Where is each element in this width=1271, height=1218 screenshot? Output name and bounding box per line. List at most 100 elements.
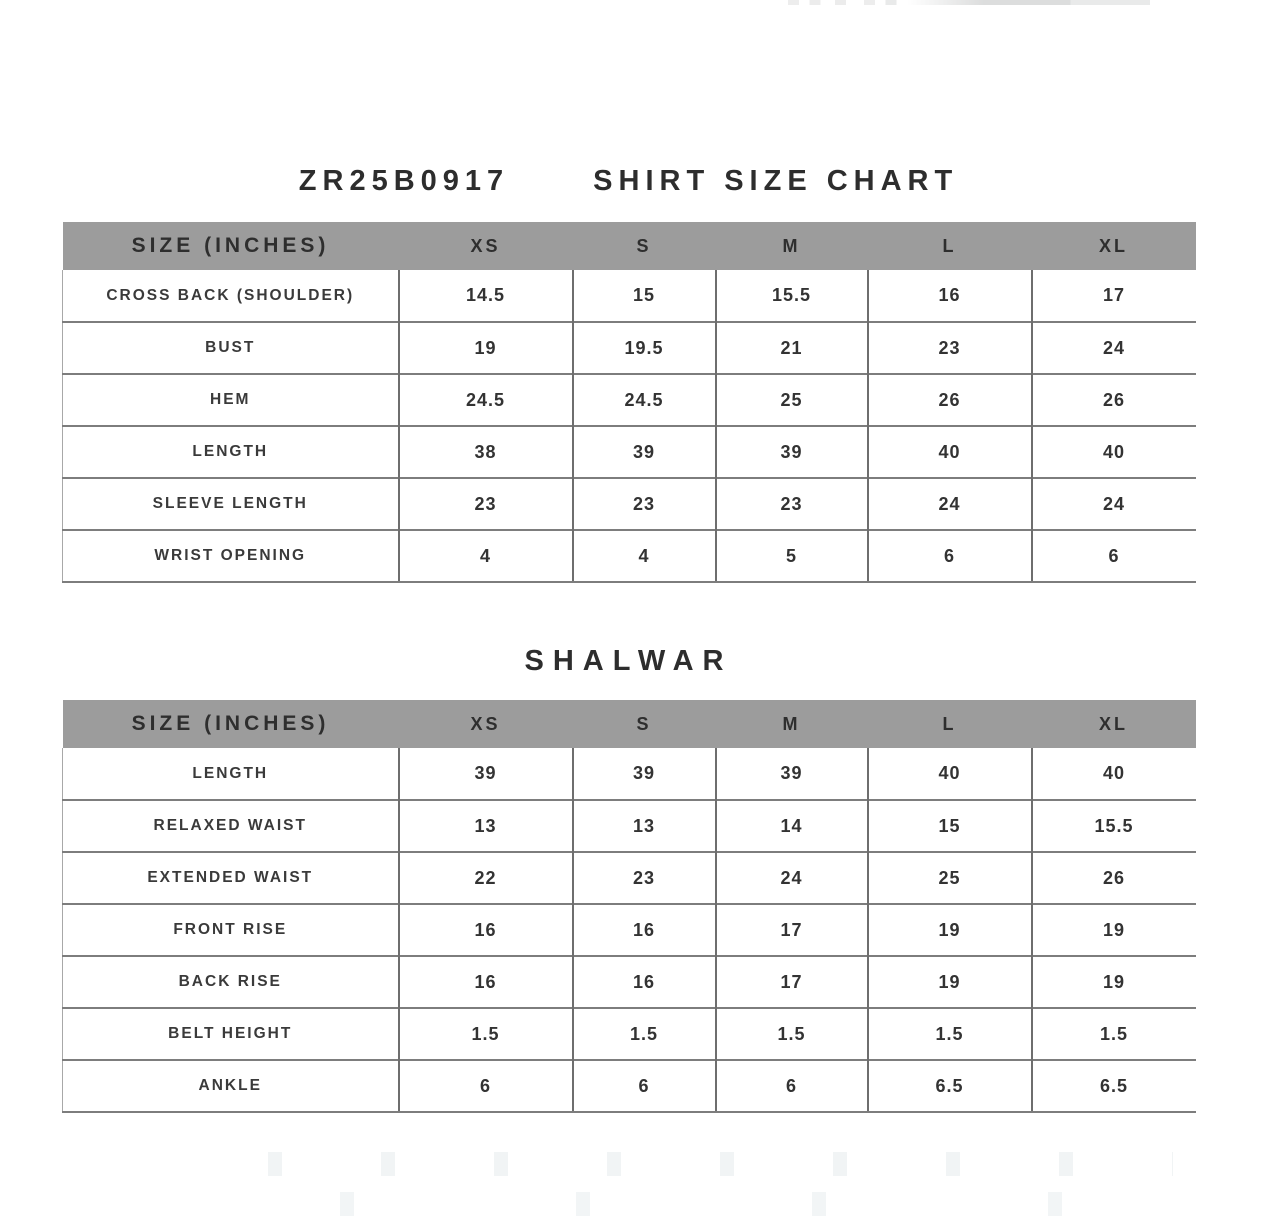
value-cell: 23	[571, 851, 716, 904]
column-header-xl: XL	[1031, 700, 1196, 748]
row-label-cell: WRIST OPENING	[62, 529, 399, 583]
value-cell: 15	[866, 799, 1032, 852]
table-row: SLEEVE LENGTH 23 23 23 24 24	[62, 477, 1196, 530]
value-cell: 26	[1030, 851, 1196, 904]
shalwar-size-table: SIZE (INCHES) XS S M L XL LENGTH 39 39 3…	[62, 700, 1196, 1113]
row-label-cell: LENGTH	[62, 425, 399, 478]
value-cell: 19.5	[571, 321, 716, 374]
value-cell: 16	[571, 955, 716, 1008]
table-row: ANKLE 6 6 6 6.5 6.5	[62, 1059, 1196, 1113]
shirt-size-table: SIZE (INCHES) XS S M L XL CROSS BACK (SH…	[62, 222, 1196, 583]
value-cell: 1.5	[714, 1007, 868, 1060]
value-cell: 40	[1030, 748, 1196, 800]
column-header-xs: XS	[398, 222, 573, 270]
column-header-l: L	[867, 700, 1032, 748]
value-cell: 40	[866, 425, 1032, 478]
value-cell: 13	[571, 799, 716, 852]
value-cell: 23	[866, 321, 1032, 374]
value-cell: 23	[397, 477, 573, 530]
column-header-size: SIZE (INCHES)	[62, 700, 399, 748]
value-cell: 6.5	[866, 1059, 1032, 1113]
table-row: LENGTH 39 39 39 40 40	[62, 748, 1196, 800]
column-header-m: M	[715, 222, 868, 270]
value-cell: 40	[866, 748, 1032, 800]
shirt-chart-title: ZR25B0917 SHIRT SIZE CHART	[62, 165, 1195, 198]
value-cell: 24	[714, 851, 868, 904]
value-cell: 16	[397, 903, 573, 956]
value-cell: 39	[397, 748, 573, 800]
value-cell: 21	[714, 321, 868, 374]
value-cell: 39	[571, 425, 716, 478]
value-cell: 19	[866, 955, 1032, 1008]
value-cell: 39	[714, 748, 868, 800]
row-label-cell: CROSS BACK (SHOULDER)	[62, 270, 399, 322]
value-cell: 1.5	[1030, 1007, 1196, 1060]
row-label-cell: BELT HEIGHT	[62, 1007, 399, 1060]
value-cell: 15.5	[1030, 799, 1196, 852]
value-cell: 4	[571, 529, 716, 583]
value-cell: 5	[714, 529, 868, 583]
value-cell: 23	[714, 477, 868, 530]
table-row: FRONT RISE 16 16 17 19 19	[62, 903, 1196, 956]
value-cell: 25	[866, 851, 1032, 904]
value-cell: 24.5	[571, 373, 716, 426]
shirt-header-row: SIZE (INCHES) XS S M L XL	[62, 222, 1196, 270]
row-label-cell: ANKLE	[62, 1059, 399, 1113]
value-cell: 19	[1030, 955, 1196, 1008]
value-cell: 1.5	[866, 1007, 1032, 1060]
shalwar-header-row: SIZE (INCHES) XS S M L XL	[62, 700, 1196, 748]
table-row: EXTENDED WAIST 22 23 24 25 26	[62, 851, 1196, 904]
value-cell: 24.5	[397, 373, 573, 426]
value-cell: 6	[714, 1059, 868, 1113]
value-cell: 6	[571, 1059, 716, 1113]
value-cell: 4	[397, 529, 573, 583]
table-row: HEM 24.5 24.5 25 26 26	[62, 373, 1196, 426]
table-row: BACK RISE 16 16 17 19 19	[62, 955, 1196, 1008]
row-label-cell: LENGTH	[62, 748, 399, 800]
row-label-cell: EXTENDED WAIST	[62, 851, 399, 904]
value-cell: 1.5	[397, 1007, 573, 1060]
value-cell: 25	[714, 373, 868, 426]
row-label-cell: BUST	[62, 321, 399, 374]
product-code: ZR25B0917	[298, 165, 510, 197]
faint-watermark-row	[268, 1152, 1173, 1176]
column-header-l: L	[867, 222, 1032, 270]
table-row: CROSS BACK (SHOULDER) 14.5 15 15.5 16 17	[62, 270, 1196, 322]
value-cell: 6.5	[1030, 1059, 1196, 1113]
value-cell: 16	[866, 270, 1032, 322]
column-header-s: S	[572, 700, 716, 748]
value-cell: 6	[866, 529, 1032, 583]
value-cell: 16	[397, 955, 573, 1008]
table-row: BUST 19 19.5 21 23 24	[62, 321, 1196, 374]
column-header-xs: XS	[398, 700, 573, 748]
value-cell: 24	[1030, 477, 1196, 530]
value-cell: 14	[714, 799, 868, 852]
value-cell: 16	[571, 903, 716, 956]
row-label-cell: HEM	[62, 373, 399, 426]
value-cell: 24	[1030, 321, 1196, 374]
value-cell: 19	[1030, 903, 1196, 956]
value-cell: 26	[1030, 373, 1196, 426]
top-edge-artifact	[788, 0, 1150, 5]
column-header-size: SIZE (INCHES)	[62, 222, 399, 270]
row-label-cell: SLEEVE LENGTH	[62, 477, 399, 530]
value-cell: 17	[714, 955, 868, 1008]
value-cell: 40	[1030, 425, 1196, 478]
table-row: BELT HEIGHT 1.5 1.5 1.5 1.5 1.5	[62, 1007, 1196, 1060]
row-label-cell: RELAXED WAIST	[62, 799, 399, 852]
column-header-s: S	[572, 222, 716, 270]
value-cell: 17	[714, 903, 868, 956]
value-cell: 39	[571, 748, 716, 800]
value-cell: 38	[397, 425, 573, 478]
row-label-cell: BACK RISE	[62, 955, 399, 1008]
value-cell: 15	[571, 270, 716, 322]
shirt-title-text: SHIRT SIZE CHART	[593, 165, 959, 197]
column-header-m: M	[715, 700, 868, 748]
value-cell: 19	[866, 903, 1032, 956]
shalwar-title-text: SHALWAR	[524, 645, 733, 677]
value-cell: 24	[866, 477, 1032, 530]
value-cell: 6	[397, 1059, 573, 1113]
value-cell: 13	[397, 799, 573, 852]
value-cell: 23	[571, 477, 716, 530]
